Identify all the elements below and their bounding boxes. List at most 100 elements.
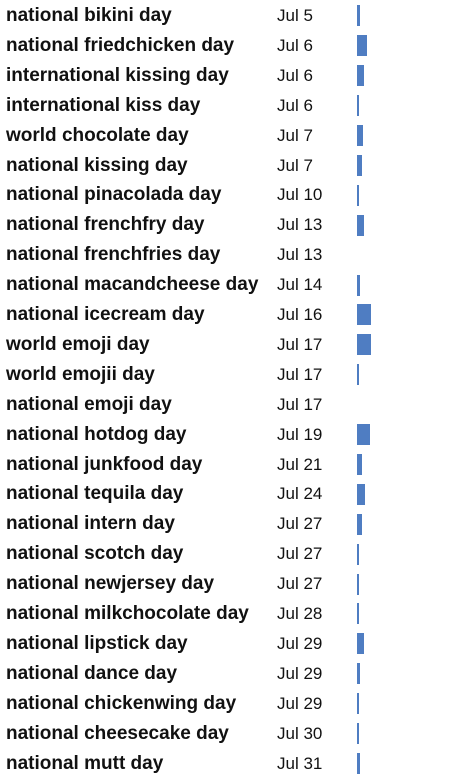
chart-row: world emojii day Jul 17 <box>0 360 474 390</box>
chart-row: world emoji day Jul 17 <box>0 330 474 360</box>
bar <box>357 633 365 655</box>
chart-row: national emoji day Jul 17 <box>0 390 474 420</box>
bar <box>357 693 359 715</box>
bar <box>357 35 368 57</box>
bar <box>357 184 359 206</box>
date-label: Jul 6 <box>277 65 313 85</box>
date-label: Jul 7 <box>277 155 313 175</box>
date-label: Jul 27 <box>277 574 323 594</box>
bar <box>357 274 360 296</box>
date-label: Jul 5 <box>277 6 313 25</box>
date-label: Jul 16 <box>277 305 323 324</box>
category-label: world chocolate day <box>6 124 189 146</box>
category-label: national scotch day <box>6 543 184 565</box>
chart-row: national newjersey day Jul 27 <box>0 569 474 599</box>
bar <box>357 752 360 774</box>
chart-row: world chocolate day Jul 7 <box>0 121 474 151</box>
chart-row: international kiss day Jul 6 <box>0 91 474 121</box>
category-label: national cheesecake day <box>6 722 229 744</box>
chart-row: national mutt day Jul 31 <box>0 749 474 779</box>
category-label: national pinacolada day <box>6 184 222 206</box>
category-label: national hotdog day <box>6 423 187 445</box>
bar <box>357 95 359 117</box>
date-label: Jul 28 <box>277 604 323 623</box>
chart-row: national bikini day Jul 5 <box>0 1 474 31</box>
bar <box>357 483 366 505</box>
chart-row: national junkfood day Jul 21 <box>0 450 474 480</box>
category-label: international kissing day <box>6 64 229 86</box>
date-label: Jul 27 <box>277 514 323 534</box>
category-label: national icecream day <box>6 304 205 325</box>
date-label: Jul 10 <box>277 185 323 205</box>
date-label: Jul 13 <box>277 245 323 265</box>
date-label: Jul 17 <box>277 394 323 414</box>
date-label: Jul 30 <box>277 723 323 743</box>
chart-row: national cheesecake day Jul 30 <box>0 719 474 749</box>
chart-row: national scotch day Jul 27 <box>0 539 474 569</box>
chart-row: national lipstick day Jul 29 <box>0 629 474 659</box>
chart-row: national dance day Jul 29 <box>0 659 474 689</box>
bar <box>357 513 362 535</box>
category-label: national tequila day <box>6 483 184 505</box>
chart-row: international kissing day Jul 6 <box>0 61 474 91</box>
bar <box>357 364 359 386</box>
category-label: national kissing day <box>6 154 188 176</box>
category-label: national frenchfry day <box>6 214 205 236</box>
bar <box>357 214 365 236</box>
bar <box>357 453 362 475</box>
date-label: Jul 17 <box>277 334 323 354</box>
chart-row: national chickenwing day Jul 29 <box>0 689 474 719</box>
chart-row: national frenchfries day Jul 13 <box>0 240 474 270</box>
date-label: Jul 31 <box>277 753 323 773</box>
chart-row: national milkchocolate day Jul 28 <box>0 599 474 629</box>
date-label: Jul 6 <box>277 35 313 55</box>
bar <box>357 304 371 326</box>
bar <box>357 5 360 27</box>
date-label: Jul 7 <box>277 125 313 145</box>
bar <box>357 125 363 147</box>
bar <box>357 573 359 595</box>
category-label: world emojii day <box>6 363 155 385</box>
date-label: Jul 13 <box>277 215 323 235</box>
chart-row: national icecream day Jul 16 <box>0 300 474 330</box>
date-label: Jul 29 <box>277 663 323 683</box>
category-label: national mutt day <box>6 752 164 774</box>
category-label: national emoji day <box>6 393 172 415</box>
bar <box>357 334 371 356</box>
category-label: national dance day <box>6 662 178 684</box>
date-label: Jul 29 <box>277 633 323 653</box>
category-label: national newjersey day <box>6 573 215 595</box>
chart-row: national kissing day Jul 7 <box>0 151 474 181</box>
bar <box>357 723 359 745</box>
date-label: Jul 17 <box>277 364 323 384</box>
chart-row: national friedchicken day Jul 6 <box>0 31 474 61</box>
chart-row: national tequila day Jul 24 <box>0 479 474 509</box>
date-label: Jul 27 <box>277 544 323 564</box>
bar <box>357 154 362 176</box>
bar <box>357 603 359 625</box>
category-label: international kiss day <box>6 94 201 116</box>
bar <box>357 543 359 565</box>
date-label: Jul 29 <box>277 693 323 713</box>
category-label: national milkchocolate day <box>6 603 249 624</box>
category-label: national intern day <box>6 513 175 535</box>
category-label: national friedchicken day <box>6 34 235 56</box>
date-label: Jul 6 <box>277 95 313 115</box>
category-label: national lipstick day <box>6 632 188 654</box>
category-label: national junkfood day <box>6 453 203 475</box>
bar <box>357 65 365 87</box>
category-label: national macandcheese day <box>6 274 259 296</box>
category-label: world emoji day <box>6 333 150 355</box>
bar <box>357 663 360 685</box>
chart-row: national macandcheese day Jul 14 <box>0 270 474 300</box>
date-label: Jul 24 <box>277 484 323 504</box>
date-label: Jul 21 <box>277 454 323 474</box>
category-label: national bikini day <box>6 5 172 26</box>
date-label: Jul 14 <box>277 275 323 295</box>
chart-row: national pinacolada day Jul 10 <box>0 180 474 210</box>
chart-row: national intern day Jul 27 <box>0 509 474 539</box>
category-label: national chickenwing day <box>6 692 237 714</box>
category-label: national frenchfries day <box>6 244 221 266</box>
date-label: Jul 19 <box>277 424 323 444</box>
